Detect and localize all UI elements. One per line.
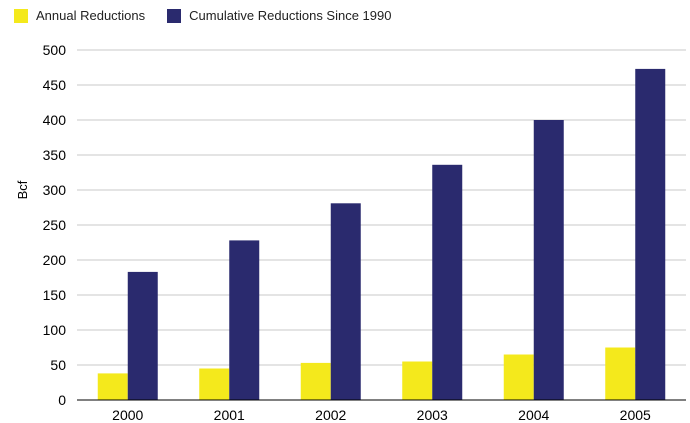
bar-cumulative-2003: [432, 164, 463, 400]
legend-label-cumulative: Cumulative Reductions Since 1990: [189, 8, 392, 23]
legend-item-cumulative: Cumulative Reductions Since 1990: [167, 8, 391, 23]
bar-annual-2005: [605, 347, 636, 400]
x-tick-label: 2003: [417, 407, 448, 423]
gridlines: [77, 49, 686, 366]
x-tick-labels: 2000 2001 2002 2003 2004 2005: [112, 407, 651, 423]
legend-item-annual: Annual Reductions: [14, 8, 145, 23]
legend-swatch-annual: [14, 8, 28, 23]
y-tick-label: 150: [43, 287, 67, 303]
y-tick-label: 400: [43, 112, 67, 128]
bar-annual-2003: [402, 361, 433, 400]
bar-annual-2002: [300, 362, 331, 400]
y-axis-label: Bcf: [15, 180, 30, 199]
bar-annual-2001: [199, 368, 230, 400]
legend: Annual Reductions Cumulative Reductions …: [14, 8, 413, 23]
y-tick-label: 300: [43, 182, 67, 198]
legend-label-annual: Annual Reductions: [36, 8, 146, 23]
bar-annual-2004: [503, 354, 534, 400]
bar-cumulative-2002: [330, 203, 361, 400]
y-tick-label: 450: [43, 77, 67, 93]
legend-swatch-cumulative: [167, 8, 182, 23]
bar-annual-2000: [97, 373, 128, 400]
bar-cumulative-2004: [533, 120, 564, 400]
bars: [97, 68, 666, 401]
x-tick-label: 2000: [112, 407, 143, 423]
x-tick-label: 2005: [620, 407, 651, 423]
y-tick-label: 350: [43, 147, 67, 163]
x-tick-label: 2001: [214, 407, 245, 423]
y-tick-label: 100: [43, 322, 67, 338]
x-tick-label: 2004: [518, 407, 549, 423]
bar-cumulative-2000: [127, 271, 158, 400]
y-tick-label: 200: [43, 252, 67, 268]
bar-cumulative-2005: [635, 68, 666, 401]
y-tick-label: 0: [58, 392, 66, 408]
x-tick-label: 2002: [315, 407, 346, 423]
y-tick-label: 250: [43, 217, 67, 233]
y-tick-label: 500: [43, 42, 67, 58]
y-tick-label: 50: [50, 357, 66, 373]
bar-cumulative-2001: [229, 240, 260, 400]
y-tick-labels: 0 50 100 150 200 250 300 350 400 450 500: [43, 42, 67, 408]
